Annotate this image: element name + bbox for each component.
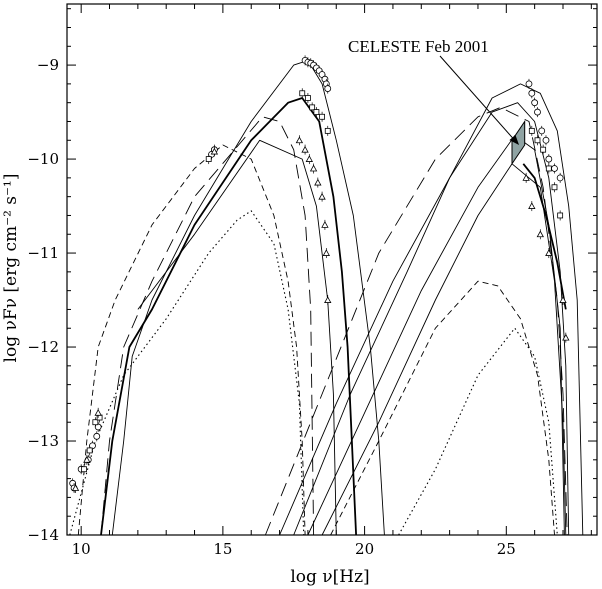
data-point-circle xyxy=(545,155,553,163)
y-tick-label: −9 xyxy=(37,56,59,74)
data-point-square xyxy=(551,184,558,191)
data-point-square xyxy=(319,113,325,120)
x-tick-label: 20 xyxy=(355,540,374,558)
data-point-circle xyxy=(551,165,558,172)
celeste-annotation-label: CELESTE Feb 2001 xyxy=(348,37,489,56)
data-point-triangle xyxy=(536,230,544,238)
data-point-square xyxy=(92,419,99,426)
x-tick-label: 25 xyxy=(497,540,516,558)
y-tick-label: −13 xyxy=(27,432,59,450)
data-point-circle xyxy=(542,136,550,144)
data-point-triangle xyxy=(210,147,219,155)
data-point-triangle xyxy=(522,174,530,181)
y-axis-title: log νFν [erg cm⁻² s⁻¹] xyxy=(1,174,21,363)
data-point-triangle xyxy=(301,145,309,153)
data-point-square xyxy=(557,212,564,219)
model-curve-4 xyxy=(100,116,315,536)
celeste-annotation-arrow xyxy=(439,55,518,144)
data-point-square xyxy=(534,137,541,144)
data-point-circle xyxy=(528,89,536,97)
data-point-circle xyxy=(556,174,564,182)
model-curve-11 xyxy=(264,106,568,536)
celeste-band xyxy=(511,119,526,166)
data-point-triangle xyxy=(295,136,304,144)
celeste-annotation-arrowhead xyxy=(509,134,520,145)
data-point-square xyxy=(528,127,535,134)
model-curve-8 xyxy=(279,102,570,536)
model-curve-1 xyxy=(111,59,385,536)
data-point-triangle xyxy=(528,202,536,209)
model-curve-6 xyxy=(69,210,305,536)
data-point-square xyxy=(540,146,547,153)
celeste-flux-band xyxy=(511,119,526,166)
plot-frame xyxy=(66,3,598,536)
y-tick-label: −11 xyxy=(27,244,59,262)
data-point-circle xyxy=(534,108,541,116)
data-point-circle xyxy=(93,432,101,440)
data-point-square xyxy=(86,447,93,454)
data-point-triangle xyxy=(71,484,80,491)
data-point-triangle xyxy=(318,192,326,200)
data-point-square xyxy=(299,90,306,97)
data-point-triangle xyxy=(314,178,322,186)
data-point-circle xyxy=(324,85,332,92)
data-point-square xyxy=(545,165,552,172)
model-curve-7 xyxy=(293,83,584,536)
data-point-circle xyxy=(538,127,546,135)
model-curve-13 xyxy=(398,327,558,536)
observation-markers xyxy=(69,55,570,494)
model-curve-12 xyxy=(330,280,555,536)
data-point-triangle xyxy=(321,221,329,228)
data-point-square xyxy=(305,95,311,101)
model-curve-14 xyxy=(522,163,567,310)
axis-ticks: 10 15 20 25 −9 −10 −11 −12 −13 −14 xyxy=(27,4,597,558)
x-tick-label: 10 xyxy=(72,540,91,558)
y-tick-label: −10 xyxy=(27,150,59,168)
data-point-triangle xyxy=(305,155,314,162)
y-tick-label: −14 xyxy=(27,526,59,544)
data-point-square xyxy=(313,109,320,115)
y-tick-label: −12 xyxy=(27,338,59,356)
data-point-triangle xyxy=(545,249,553,256)
x-axis-title: log ν[Hz] xyxy=(290,567,369,587)
data-point-triangle xyxy=(562,333,570,341)
model-curve-5 xyxy=(77,144,306,536)
data-point-circle xyxy=(525,80,533,88)
model-curve-3 xyxy=(137,139,337,536)
data-point-circle xyxy=(531,99,539,107)
data-point-triangle xyxy=(324,296,332,303)
data-point-triangle xyxy=(94,408,102,416)
data-point-triangle xyxy=(559,296,567,303)
data-point-triangle xyxy=(322,249,331,256)
model-curve-2 xyxy=(100,97,357,536)
data-point-square xyxy=(324,127,331,134)
data-point-square xyxy=(81,466,87,473)
model-curves xyxy=(69,59,584,536)
data-point-square xyxy=(309,104,316,111)
data-point-triangle xyxy=(83,455,91,463)
x-tick-label: 15 xyxy=(213,540,232,558)
data-point-square xyxy=(205,156,212,162)
data-point-triangle xyxy=(309,164,318,172)
